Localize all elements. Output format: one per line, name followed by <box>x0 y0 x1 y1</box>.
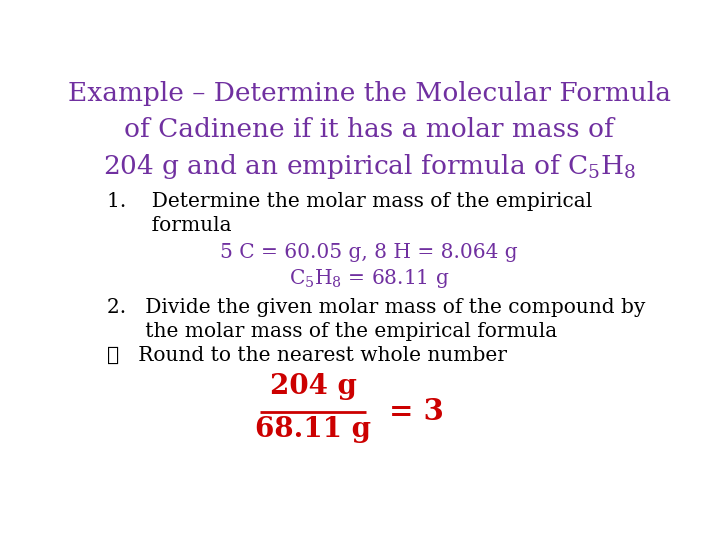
Text: formula: formula <box>107 216 231 235</box>
Text: 204 g and an empirical formula of $\mathdefault{C_5H_8}$: 204 g and an empirical formula of $\math… <box>102 152 636 181</box>
Text: $\mathdefault{C_5H_8}$ = 68.11 g: $\mathdefault{C_5H_8}$ = 68.11 g <box>289 267 449 290</box>
Text: 68.11 g: 68.11 g <box>255 416 372 443</box>
Text: 1.    Determine the molar mass of the empirical: 1. Determine the molar mass of the empir… <box>107 192 592 211</box>
Text: the molar mass of the empirical formula: the molar mass of the empirical formula <box>107 322 557 341</box>
Text: ✓   Round to the nearest whole number: ✓ Round to the nearest whole number <box>107 346 507 365</box>
Text: Example – Determine the Molecular Formula: Example – Determine the Molecular Formul… <box>68 82 670 106</box>
Text: 5 C = 60.05 g, 8 H = 8.064 g: 5 C = 60.05 g, 8 H = 8.064 g <box>220 243 518 262</box>
Text: 2.   Divide the given molar mass of the compound by: 2. Divide the given molar mass of the co… <box>107 298 645 317</box>
Text: 204 g: 204 g <box>270 373 356 400</box>
Text: of Cadinene if it has a molar mass of: of Cadinene if it has a molar mass of <box>124 117 614 142</box>
Text: = 3: = 3 <box>389 397 444 427</box>
